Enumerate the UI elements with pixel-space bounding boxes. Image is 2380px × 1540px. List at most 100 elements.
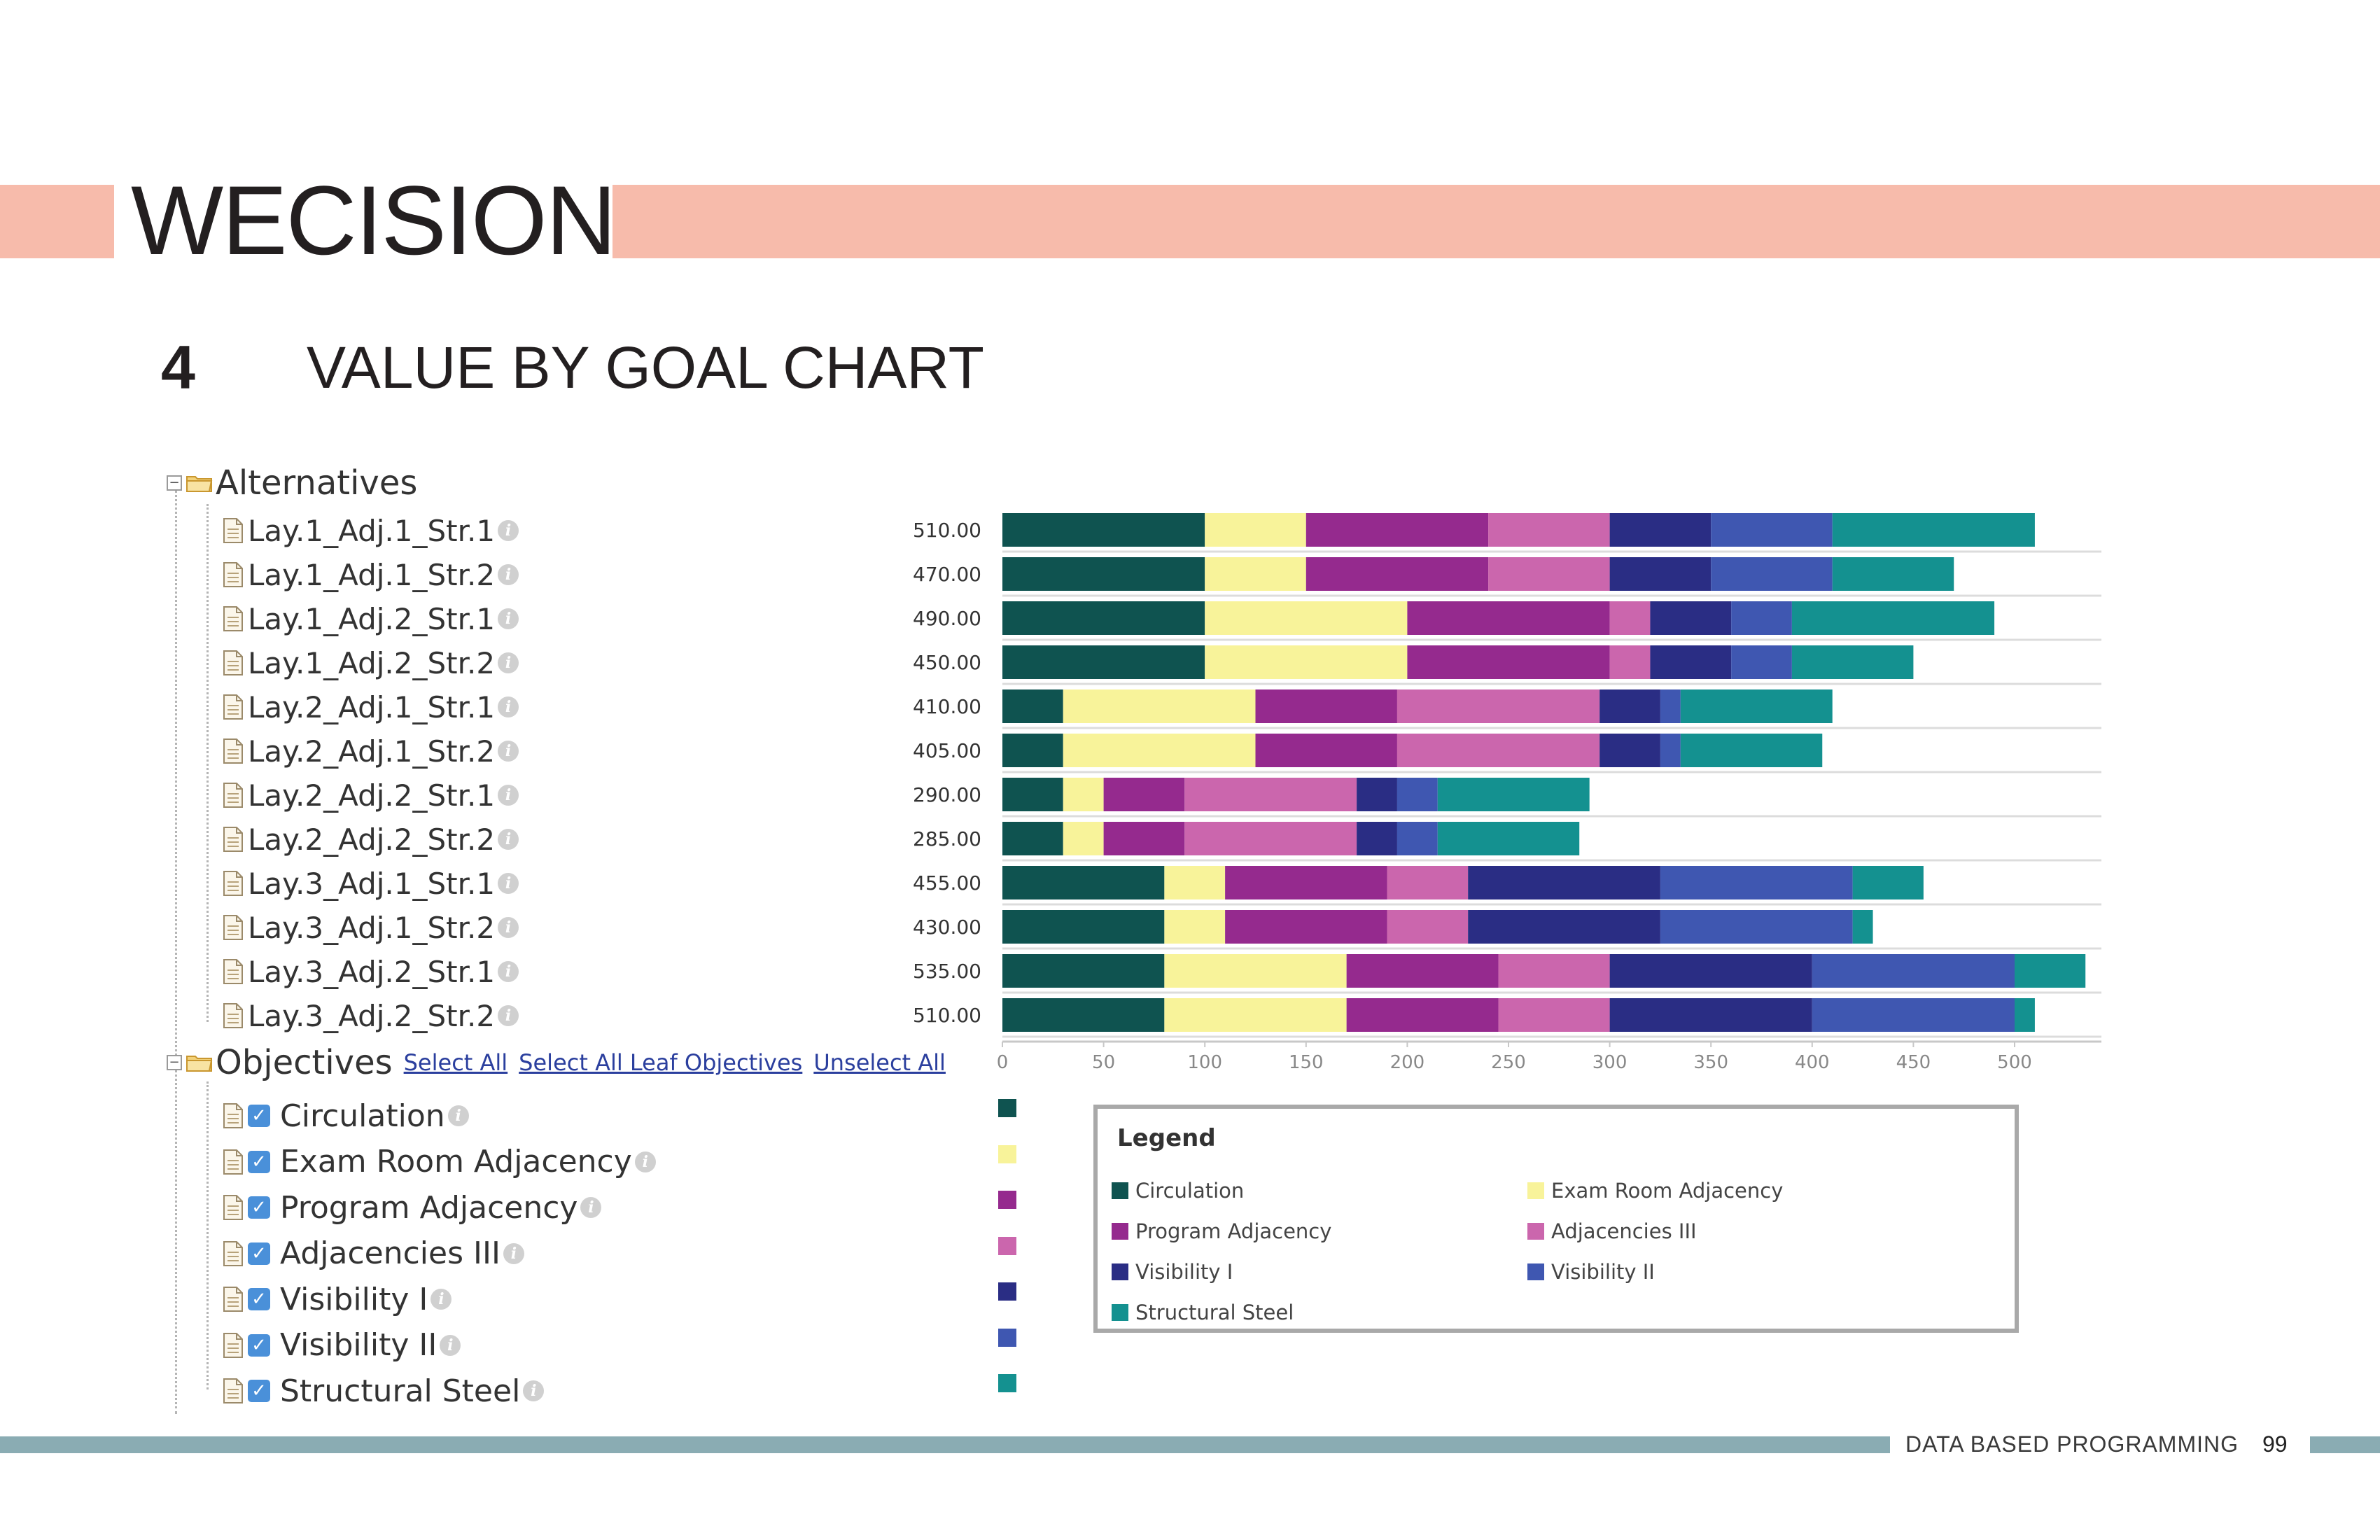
- alternative-item[interactable]: Lay.3_Adj.2_Str.1 i: [223, 951, 519, 993]
- objective-item[interactable]: ✓ Adjacencies III i: [223, 1233, 524, 1275]
- info-icon[interactable]: i: [498, 520, 519, 541]
- bar-total-label: 410.00: [913, 695, 981, 718]
- document-icon: [223, 1378, 244, 1404]
- unselect-all-link[interactable]: Unselect All: [813, 1049, 946, 1076]
- alternative-item[interactable]: Lay.2_Adj.1_Str.2 i: [223, 730, 519, 772]
- bar-segment-adjacencies-iii: [1498, 998, 1610, 1032]
- info-icon[interactable]: i: [523, 1380, 545, 1401]
- tree-node-objectives: − Objectives Select All Select All Leaf Obj…: [167, 1042, 946, 1084]
- info-icon[interactable]: i: [498, 961, 519, 982]
- alternative-item[interactable]: Lay.3_Adj.1_Str.2 i: [223, 906, 519, 948]
- bar-segment-adjacencies-iii: [1184, 778, 1357, 811]
- objective-checkbox[interactable]: ✓: [248, 1105, 270, 1127]
- objective-checkbox[interactable]: ✓: [248, 1380, 270, 1402]
- document-icon: [223, 606, 244, 632]
- info-icon[interactable]: i: [498, 829, 519, 850]
- bar-segment-exam-room-adjacency: [1205, 601, 1408, 635]
- collapse-objectives-icon[interactable]: −: [167, 1055, 182, 1070]
- bar-segment-structural-steel: [1791, 601, 1995, 635]
- info-icon[interactable]: i: [498, 608, 519, 629]
- objective-checkbox[interactable]: ✓: [248, 1288, 270, 1310]
- objective-checkbox[interactable]: ✓: [248, 1150, 270, 1173]
- bar-segment-visibility-i: [1468, 910, 1660, 944]
- info-icon[interactable]: i: [498, 652, 519, 673]
- legend-label: Adjacencies III: [1551, 1219, 1697, 1243]
- objective-item[interactable]: ✓ Exam Room Adjacency i: [223, 1141, 656, 1183]
- objective-item[interactable]: ✓ Structural Steel i: [223, 1370, 545, 1412]
- objective-swatch-program-adjacency: [998, 1191, 1016, 1209]
- objective-checkbox[interactable]: ✓: [248, 1242, 270, 1265]
- legend-item-circulation: Circulation: [1112, 1179, 1244, 1203]
- section-title: VALUE BY GOAL CHART: [307, 335, 984, 400]
- bar-segment-visibility-i: [1357, 822, 1397, 855]
- info-icon[interactable]: i: [498, 873, 519, 894]
- bar-segment-visibility-i: [1650, 645, 1732, 679]
- bar-segment-visibility-ii: [1660, 690, 1681, 723]
- alternative-item[interactable]: Lay.2_Adj.1_Str.1 i: [223, 686, 519, 728]
- folder-open-icon: [186, 1054, 213, 1072]
- chart-legend: Legend Circulation Exam Room Adjacency Pro…: [1093, 1105, 2019, 1333]
- info-icon[interactable]: i: [580, 1197, 602, 1218]
- bar-segment-structural-steel: [1680, 734, 1823, 767]
- info-icon[interactable]: i: [430, 1289, 452, 1310]
- info-icon[interactable]: i: [498, 1005, 519, 1026]
- bar-total-label: 430.00: [913, 916, 981, 939]
- alternative-item[interactable]: Lay.1_Adj.2_Str.2 i: [223, 642, 519, 684]
- bar-segment-circulation: [1002, 866, 1165, 899]
- info-icon[interactable]: i: [498, 741, 519, 762]
- info-icon[interactable]: i: [440, 1334, 461, 1356]
- info-icon[interactable]: i: [634, 1151, 656, 1172]
- bar-segment-adjacencies-iii: [1488, 557, 1610, 591]
- objective-checkbox[interactable]: ✓: [248, 1334, 270, 1357]
- footer-rule-right: [2310, 1436, 2380, 1453]
- select-all-leaf-link[interactable]: Select All Leaf Objectives: [519, 1049, 803, 1076]
- bar-segment-visibility-ii: [1711, 513, 1833, 547]
- objective-item[interactable]: ✓ Program Adjacency i: [223, 1186, 602, 1228]
- info-icon[interactable]: i: [498, 696, 519, 718]
- document-icon: [223, 561, 244, 588]
- bar-segment-visibility-ii: [1711, 557, 1833, 591]
- document-icon: [223, 694, 244, 720]
- alternative-item[interactable]: Lay.1_Adj.2_Str.1 i: [223, 598, 519, 640]
- bar-segment-circulation: [1002, 690, 1063, 723]
- section-number: 4: [161, 332, 195, 402]
- alternative-item[interactable]: Lay.3_Adj.1_Str.1 i: [223, 862, 519, 904]
- info-icon[interactable]: i: [447, 1105, 469, 1126]
- bar-segment-adjacencies-iii: [1387, 866, 1469, 899]
- bar-segment-structural-steel: [1437, 778, 1590, 811]
- bar-segment-program-adjacency: [1255, 734, 1397, 767]
- select-all-link[interactable]: Select All: [403, 1049, 508, 1076]
- bar-segment-circulation: [1002, 601, 1205, 635]
- info-icon[interactable]: i: [503, 1242, 524, 1264]
- bar-segment-visibility-ii: [1396, 822, 1438, 855]
- bar-segment-visibility-ii: [1660, 866, 1853, 899]
- objective-checkbox[interactable]: ✓: [248, 1196, 270, 1219]
- bar-segment-program-adjacency: [1407, 645, 1610, 679]
- info-icon[interactable]: i: [498, 785, 519, 806]
- objective-label: Program Adjacency: [280, 1189, 578, 1226]
- bar-segment-visibility-ii: [1396, 778, 1438, 811]
- document-icon: [223, 1286, 244, 1312]
- bar-segment-visibility-ii: [1660, 734, 1681, 767]
- alternative-label: Lay.1_Adj.2_Str.1: [248, 601, 496, 636]
- x-tick-label: 50: [1092, 1052, 1115, 1073]
- alternative-item[interactable]: Lay.2_Adj.2_Str.1 i: [223, 774, 519, 816]
- info-icon[interactable]: i: [498, 564, 519, 585]
- alternative-item[interactable]: Lay.1_Adj.1_Str.2 i: [223, 554, 519, 596]
- alternative-item[interactable]: Lay.1_Adj.1_Str.1 i: [223, 510, 519, 552]
- objective-label: Structural Steel: [280, 1373, 521, 1409]
- bar-segment-structural-steel: [2015, 954, 2086, 988]
- footer-rule-left: [0, 1436, 1890, 1453]
- collapse-alternatives-icon[interactable]: −: [167, 475, 182, 491]
- alternative-label: Lay.3_Adj.2_Str.1: [248, 954, 496, 989]
- bar-segment-circulation: [1002, 778, 1063, 811]
- alternative-label: Lay.3_Adj.1_Str.1: [248, 866, 496, 901]
- bar-segment-structural-steel: [1832, 513, 2035, 547]
- alternative-item[interactable]: Lay.3_Adj.2_Str.2 i: [223, 995, 519, 1037]
- alternative-item[interactable]: Lay.2_Adj.2_Str.2 i: [223, 818, 519, 860]
- info-icon[interactable]: i: [498, 917, 519, 938]
- bar-segment-adjacencies-iii: [1609, 645, 1651, 679]
- objective-item[interactable]: ✓ Circulation i: [223, 1095, 469, 1137]
- objective-item[interactable]: ✓ Visibility II i: [223, 1324, 461, 1366]
